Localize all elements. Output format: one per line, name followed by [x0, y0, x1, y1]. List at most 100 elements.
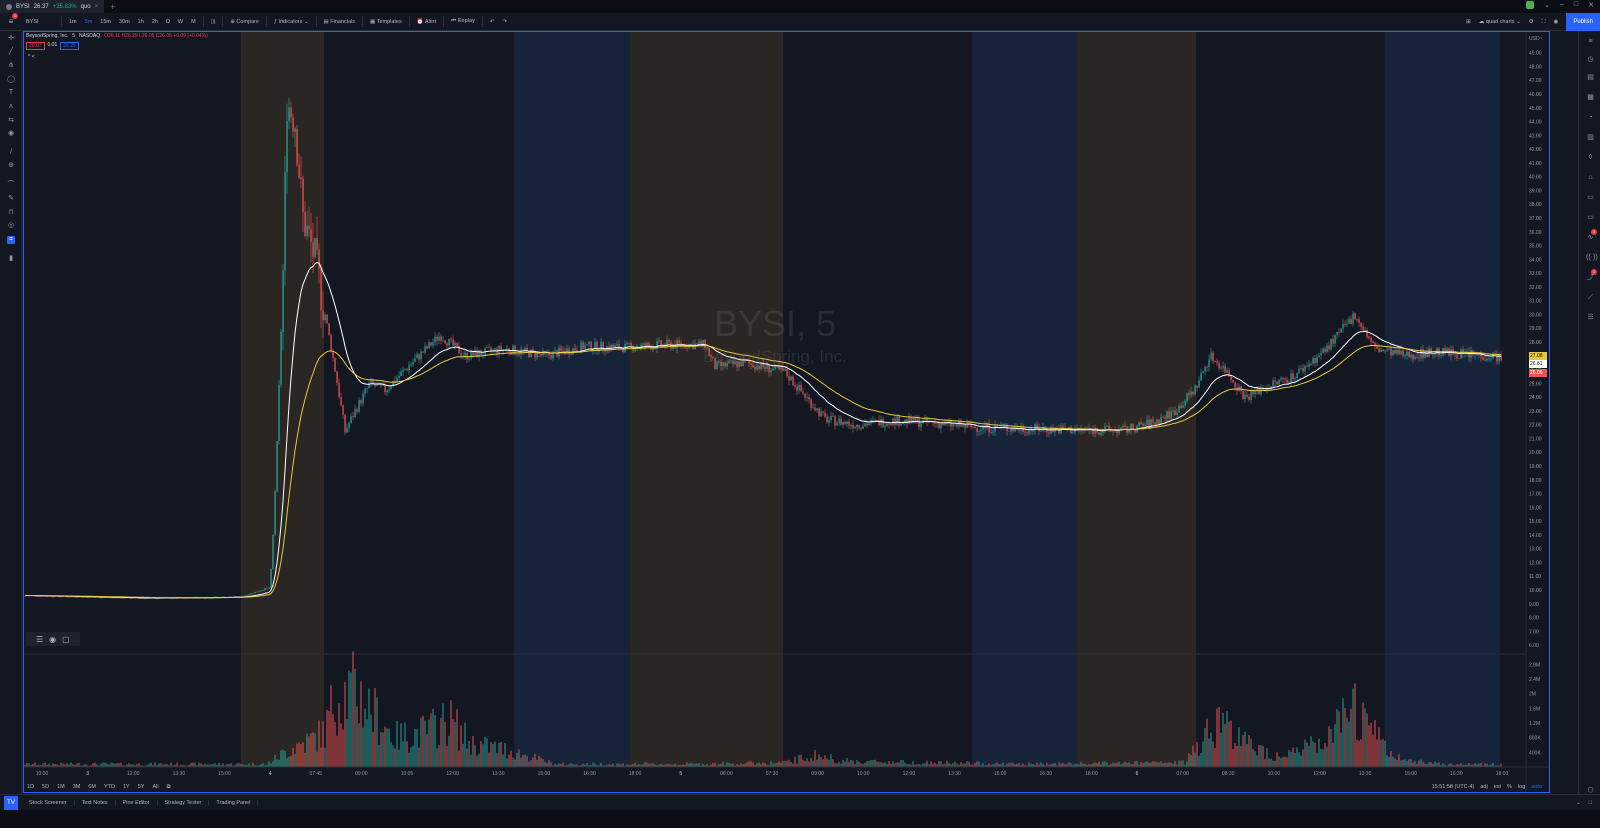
interval-2h[interactable]: 2h — [151, 18, 158, 25]
zoom-icon[interactable]: ⊕ — [8, 162, 14, 169]
interval-1h[interactable]: 1h — [137, 18, 144, 25]
fullscreen-icon[interactable]: ⛶ — [1541, 18, 1546, 25]
publish-button[interactable]: Publish — [1566, 13, 1600, 31]
lock-icon[interactable]: ⊓ — [8, 209, 14, 216]
range-ytd[interactable]: YTD — [103, 784, 115, 790]
eye-icon[interactable]: ◎ — [7, 222, 15, 229]
undo-icon[interactable]: ↶ — [489, 18, 495, 25]
eye-toggle-icon[interactable]: ◉ — [49, 634, 57, 644]
dom-icon[interactable]: ☰ — [1587, 314, 1594, 321]
redo-icon[interactable]: ↷ — [502, 18, 507, 25]
trend-line-icon[interactable]: ╱ — [8, 48, 14, 55]
crosshair-icon[interactable]: ✛ — [8, 35, 14, 42]
legend-collapse-toggle[interactable]: ^ < — [28, 54, 35, 60]
tab-stock-screener[interactable]: Stock Screener — [22, 799, 75, 806]
auto-toggle[interactable]: auto — [1531, 784, 1542, 790]
close-tab-icon[interactable]: × — [94, 3, 99, 10]
alerts-clock-icon[interactable]: ◷ — [1587, 56, 1594, 63]
account-icon[interactable] — [1526, 1, 1535, 9]
object-tree-icon[interactable]: ⌗ — [7, 236, 15, 244]
stay-drawing-icon[interactable]: ✎ — [8, 195, 14, 202]
bid-price[interactable]: 26.07 — [26, 42, 45, 50]
chart-area[interactable]: USD~ 49.00 48.00 47.00 46.00 45.00 44.00 43.00 4… — [23, 31, 1550, 793]
ask-price[interactable]: 26.25 — [60, 42, 79, 50]
range-1d[interactable]: 1D — [27, 784, 35, 790]
range-3m[interactable]: 3M — [72, 784, 81, 790]
range-1y[interactable]: 1Y — [122, 784, 130, 790]
close-window-icon[interactable]: ✕ — [1588, 2, 1594, 9]
clock[interactable]: 15:51:58 (UTC-4) — [1431, 784, 1475, 790]
camera-icon[interactable]: ◉ — [1553, 19, 1559, 25]
maximize-icon[interactable]: □ — [1573, 1, 1579, 8]
tab-strategy-tester[interactable]: Strategy Tester — [158, 799, 210, 806]
financials-button[interactable]: ▤ Financials — [323, 18, 356, 25]
legend-name[interactable]: BeyondSpring, Inc. — [26, 33, 69, 39]
brush-icon[interactable]: ◯ — [7, 76, 15, 83]
notifications-icon[interactable]: ∿ 4 — [1587, 229, 1597, 241]
log-toggle[interactable]: log — [1517, 784, 1526, 790]
symbol-search[interactable]: BYSI — [26, 18, 39, 25]
goto-date-icon[interactable]: ⧉ — [166, 783, 171, 790]
collapse-panel-icon[interactable]: ⌄ — [1576, 799, 1581, 806]
hide-drawings-eye-icon[interactable]: ◉ — [7, 130, 15, 137]
calendar-icon[interactable]: ◔ — [1588, 114, 1593, 121]
indicators-button[interactable]: ƒ Indicators ⌄ — [273, 18, 309, 25]
interval-30m[interactable]: 30m — [118, 18, 130, 25]
news-icon[interactable]: ▥ — [1587, 134, 1594, 141]
range-5y[interactable]: 5Y — [137, 784, 145, 790]
alert-button[interactable]: ⏰ Alert — [416, 18, 437, 25]
magnet-icon[interactable]: ⌒ — [7, 181, 15, 188]
watchlist-icon[interactable]: ≡ — [1588, 38, 1593, 45]
tab-pine-editor[interactable]: Pine Editor — [116, 799, 158, 806]
private-chats-icon[interactable]: ▭ — [1587, 214, 1594, 221]
interval-w[interactable]: W — [177, 18, 184, 25]
price-chart-svg[interactable]: USD~49.0048.0047.0046.0045.0044.0043.004… — [24, 32, 1550, 793]
adj-toggle[interactable]: adj — [1480, 784, 1488, 790]
dropdown-icon[interactable]: ⌄ — [1544, 2, 1550, 9]
range-5d[interactable]: 5D — [42, 784, 50, 790]
ruler-icon[interactable]: / — [10, 149, 12, 156]
interval-15m[interactable]: 15m — [100, 18, 111, 25]
compare-button[interactable]: ⊕ Compare — [230, 18, 259, 25]
pitchfork-icon[interactable]: ⋔ — [8, 62, 14, 69]
frame-icon[interactable]: ▢ — [62, 634, 70, 644]
ext-toggle[interactable]: ext — [1493, 784, 1502, 790]
interval-d[interactable]: D — [165, 18, 170, 25]
broadcast-icon[interactable]: ((·)) — [1586, 254, 1598, 261]
streams-icon[interactable]: ⌂ — [1588, 174, 1593, 181]
range-1m[interactable]: 1M — [57, 784, 65, 790]
trash-icon[interactable]: ▮ — [9, 255, 13, 262]
trend-icon[interactable]: ⟋ — [1588, 294, 1593, 301]
chart-type-candles-icon[interactable]: ▯| — [210, 18, 216, 25]
order-panel-icon[interactable]: ⤴ 1 — [1587, 269, 1597, 281]
percent-toggle[interactable]: % — [1507, 784, 1512, 790]
candle — [242, 596, 244, 598]
hotlists-icon[interactable]: ▦ — [1587, 94, 1594, 101]
pattern-icon[interactable]: ʌ — [9, 103, 13, 110]
prediction-icon[interactable]: ⇆ — [8, 117, 14, 124]
text-tool-icon[interactable]: T — [8, 89, 14, 96]
interval-5m[interactable]: 5m — [84, 18, 93, 25]
templates-button[interactable]: ▦ Templates — [370, 18, 402, 25]
new-tab-button[interactable]: + — [110, 1, 116, 12]
chart-tab[interactable]: BYSI 26.37 +25.83% quo × — [0, 0, 105, 13]
interval-m[interactable]: M — [191, 18, 196, 25]
data-window-icon[interactable]: ▤ — [1587, 74, 1594, 81]
maximize-panel-icon[interactable]: □ — [1588, 799, 1592, 806]
interval-1m[interactable]: 1m — [69, 18, 77, 25]
settings-gear-icon[interactable]: ⚙ — [1528, 19, 1534, 25]
candle — [534, 351, 536, 358]
chats-icon[interactable]: ▭ — [1587, 194, 1594, 201]
list-icon[interactable]: ☰ — [36, 634, 44, 644]
minimize-icon[interactable]: – — [1559, 1, 1564, 8]
help-icon[interactable]: ⬡ — [1587, 787, 1594, 794]
layout-grid-icon[interactable]: ⊞ — [1466, 19, 1471, 25]
menu-button[interactable]: ≡ 1 — [8, 13, 18, 26]
replay-button[interactable]: ⏮ Replay — [451, 18, 475, 24]
ideas-bulb-icon[interactable]: ◊ — [1588, 154, 1593, 161]
range-all[interactable]: All — [152, 784, 159, 790]
tab-text-notes[interactable]: Text Notes — [75, 799, 116, 806]
tab-trading-panel[interactable]: Trading Panel — [209, 799, 259, 806]
range-6m[interactable]: 6M — [88, 784, 96, 790]
layout-selector[interactable]: ☁ quad charts ⌄ — [1478, 19, 1521, 25]
